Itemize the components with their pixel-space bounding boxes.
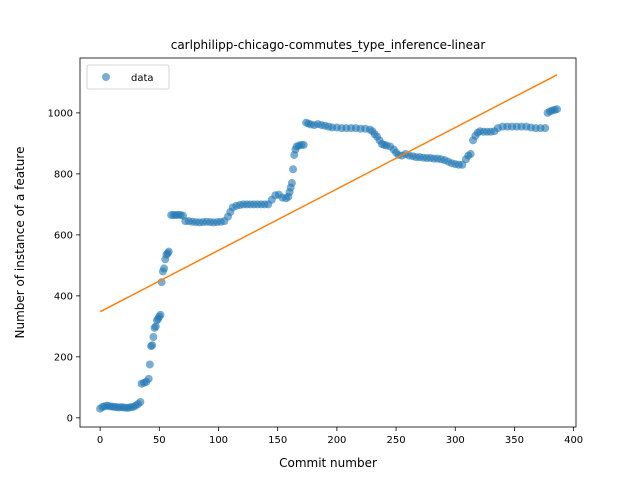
x-axis-title: Commit number xyxy=(279,456,377,470)
x-tick-label: 50 xyxy=(153,435,166,446)
data-point xyxy=(160,264,169,273)
y-tick-label: 200 xyxy=(54,352,73,363)
legend-box xyxy=(86,64,170,90)
x-tick-label: 250 xyxy=(387,435,406,446)
data-point xyxy=(299,140,308,149)
data-point xyxy=(136,397,145,406)
fit-line xyxy=(99,74,558,313)
legend-marker-data xyxy=(102,73,110,81)
plot-frame xyxy=(79,57,577,428)
y-tick-label: 400 xyxy=(54,291,73,302)
y-tick-label: 1000 xyxy=(48,108,73,119)
legend-label-data: data xyxy=(131,73,154,84)
data-point xyxy=(289,165,298,174)
data-point xyxy=(287,179,296,188)
x-tick-label: 400 xyxy=(564,435,583,446)
data-point xyxy=(164,247,173,256)
data-point xyxy=(156,310,165,319)
data-point xyxy=(149,333,158,342)
y-tick-label: 800 xyxy=(54,169,73,180)
y-tick-label: 600 xyxy=(54,230,73,241)
x-tick-label: 0 xyxy=(97,435,103,446)
x-tick-label: 300 xyxy=(446,435,465,446)
data-point xyxy=(145,360,154,369)
y-tick-label: 0 xyxy=(67,413,73,424)
axes-ticks: 0 50 100 150 200 250 300 350 400 0 200 400 600 800 100… xyxy=(48,108,584,446)
legend: data xyxy=(86,64,170,90)
data-point xyxy=(553,105,562,114)
x-tick-label: 100 xyxy=(209,435,228,446)
y-axis-title: Number of instance of a feature xyxy=(13,147,27,339)
x-tick-label: 200 xyxy=(327,435,346,446)
x-tick-label: 350 xyxy=(505,435,524,446)
data-point xyxy=(144,374,153,383)
data-point xyxy=(466,150,475,159)
x-tick-label: 150 xyxy=(268,435,287,446)
data-point xyxy=(541,124,550,133)
series-layer xyxy=(96,74,562,413)
data-point xyxy=(151,322,160,331)
data-point xyxy=(148,341,157,350)
chart-title: carlphilipp-chicago-commutes_type_infere… xyxy=(171,38,486,52)
